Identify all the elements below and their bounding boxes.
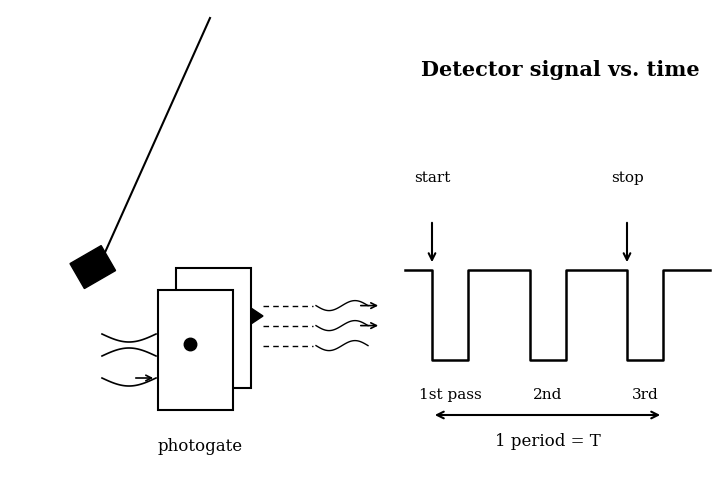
Text: 1st pass: 1st pass: [418, 388, 482, 402]
Text: photogate: photogate: [158, 438, 243, 455]
Text: 2nd: 2nd: [534, 388, 563, 402]
Text: 3rd: 3rd: [631, 388, 658, 402]
Bar: [70, 246, 116, 288]
Polygon shape: [251, 308, 263, 324]
Bar: [158, 290, 233, 410]
Text: start: start: [414, 171, 450, 185]
Bar: [176, 268, 251, 388]
Text: stop: stop: [611, 171, 644, 185]
Text: Detector signal vs. time: Detector signal vs. time: [420, 60, 699, 80]
Text: 1 period = T: 1 period = T: [495, 433, 600, 450]
